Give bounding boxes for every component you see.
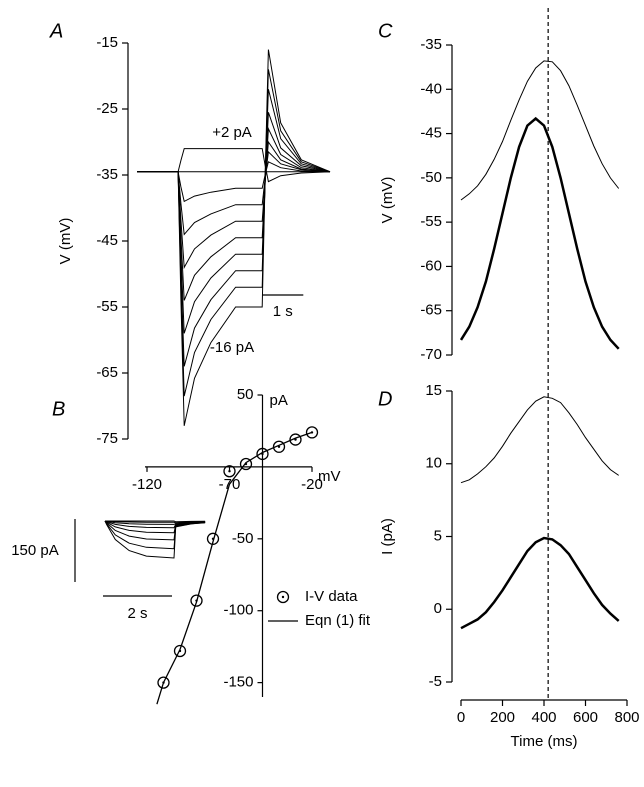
y-tick-label: -45 <box>420 125 442 142</box>
y-tick-label: -5 <box>429 673 442 690</box>
panel-letter: C <box>378 20 393 42</box>
data-point <box>206 532 220 545</box>
trace <box>460 536 620 630</box>
x-tick-label: 600 <box>573 709 598 726</box>
trace <box>460 60 620 201</box>
y-tick-label: 10 <box>425 455 442 472</box>
y-tick-label: -100 <box>223 602 253 619</box>
inset-trace <box>104 520 206 529</box>
x-tick-label: -120 <box>132 476 162 493</box>
y-tick-label: -25 <box>96 100 118 117</box>
y-tick-label: -65 <box>96 364 118 381</box>
y-tick-label: -70 <box>420 346 442 363</box>
trace <box>137 140 331 270</box>
legend-marker-dot <box>281 595 285 599</box>
y-tick-label: -60 <box>420 257 442 274</box>
y-tick-label: -45 <box>96 232 118 249</box>
x-tick-label: 800 <box>614 709 639 726</box>
data-point <box>256 447 269 461</box>
y-tick-label: 5 <box>434 527 442 544</box>
x-tick-label: -20 <box>301 476 323 493</box>
y-axis-label: V (mV) <box>57 218 74 265</box>
y-axis-label: pA <box>270 392 288 409</box>
data-point <box>272 440 286 453</box>
annotation: -16 pA <box>210 339 254 356</box>
legend-label: I-V data <box>305 588 358 605</box>
trace <box>459 116 620 350</box>
trace <box>137 148 331 183</box>
scale-bar-label: 150 pA <box>11 542 59 559</box>
y-axis-label: V (mV) <box>379 177 396 224</box>
trace <box>137 126 331 301</box>
panel-letter: B <box>52 398 65 420</box>
y-tick-label: -65 <box>420 302 442 319</box>
annotation: +2 pA <box>212 124 252 141</box>
y-tick-label: 50 <box>237 386 254 403</box>
y-tick-label: -55 <box>96 298 118 315</box>
y-tick-label: -40 <box>420 80 442 97</box>
panel-letter: D <box>378 388 392 410</box>
y-tick-label: -35 <box>420 36 442 53</box>
trace <box>460 396 619 484</box>
y-axis-label: I (pA) <box>379 518 396 555</box>
y-tick-label: 0 <box>434 600 442 617</box>
data-point <box>223 465 236 478</box>
y-tick-label: -50 <box>232 530 254 547</box>
legend-label: Eqn (1) fit <box>305 612 371 629</box>
scale-bar-label: 1 s <box>273 303 293 320</box>
inset-trace <box>104 520 206 525</box>
y-tick-label: -15 <box>96 34 118 51</box>
data-point <box>239 457 253 471</box>
y-tick-label: -55 <box>420 213 442 230</box>
data-point <box>157 676 170 689</box>
data-point <box>305 426 319 439</box>
legend-marker <box>276 590 290 604</box>
trace <box>137 49 331 426</box>
y-tick-label: -50 <box>420 169 442 186</box>
x-tick-label: 200 <box>490 709 515 726</box>
inset-trace <box>104 520 206 559</box>
x-tick-label: 0 <box>457 709 465 726</box>
y-tick-label: -35 <box>96 166 118 183</box>
x-axis-label: Time (ms) <box>511 733 578 750</box>
data-point-dot <box>228 470 231 473</box>
inset-trace <box>104 520 206 534</box>
data-point <box>289 433 302 446</box>
data-point <box>190 594 203 607</box>
fit-line <box>156 431 313 705</box>
x-axis-label: mV <box>318 468 341 485</box>
y-tick-label: -75 <box>96 430 118 447</box>
panel-letter: A <box>49 20 63 42</box>
y-tick-label: 15 <box>425 382 442 399</box>
y-tick-label: -150 <box>223 674 253 691</box>
data-point <box>173 644 187 658</box>
scale-bar-label: 2 s <box>127 605 147 622</box>
trace <box>137 150 331 236</box>
trace <box>137 161 331 203</box>
x-tick-label: 400 <box>531 709 556 726</box>
